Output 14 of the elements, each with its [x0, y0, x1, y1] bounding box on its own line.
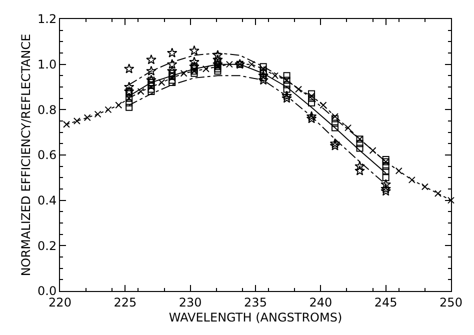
- y-tick-label: 0.6: [38, 148, 57, 162]
- y-tick-label: 1.0: [38, 58, 57, 72]
- x-tick-label: 225: [114, 295, 137, 310]
- x-tick-label: 250: [440, 295, 462, 310]
- x-tick-label: 235: [244, 295, 267, 310]
- y-axis-title: NORMALIZED EFFICIENCY/REFLECTANCE: [18, 34, 33, 276]
- x-axis-title: WAVELENGTH (ANGSTROMS): [168, 310, 342, 324]
- x-tick-label: 240: [309, 295, 332, 310]
- y-tick-label: 0.4: [38, 194, 57, 208]
- x-tick-label: 245: [374, 295, 398, 310]
- y-tick-label: 0.8: [38, 102, 57, 117]
- x-tick-label: 230: [178, 295, 202, 310]
- y-tick-label: 1.2: [38, 12, 57, 26]
- y-tick-label: 0.2: [38, 238, 57, 253]
